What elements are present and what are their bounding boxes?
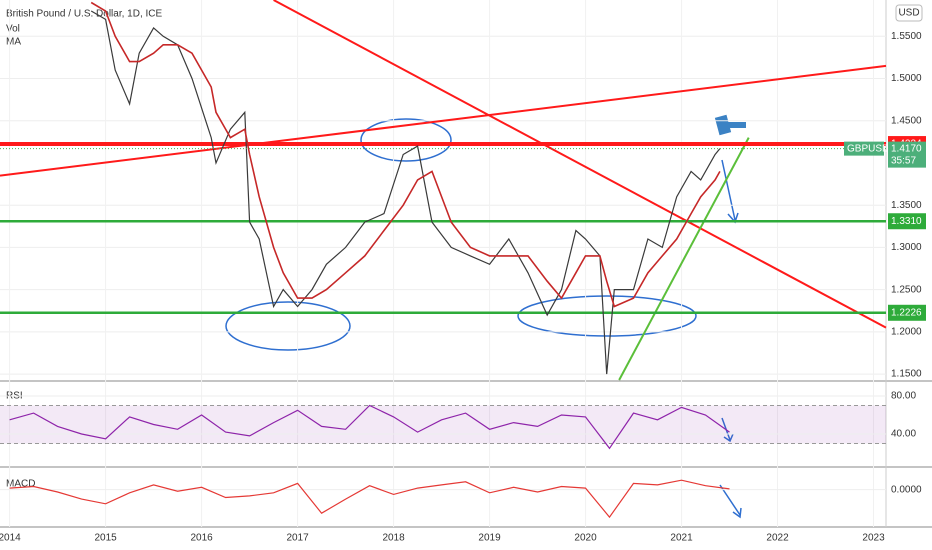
x-tick-label: 2016 (190, 533, 213, 544)
y-tick-label: 1.2000 (891, 327, 922, 338)
ellipse (225, 301, 351, 351)
price-tag-label: 1.4170 (891, 143, 922, 154)
x-tick-label: 2021 (670, 533, 693, 544)
x-tick-label: 2018 (382, 533, 405, 544)
y-tick-label: 1.2500 (891, 284, 922, 295)
trendline (0, 64, 887, 177)
series-line (9, 479, 730, 519)
y-tick-label: 1.5500 (891, 31, 922, 42)
level-tag (888, 304, 926, 321)
x-tick-label: 2023 (862, 533, 885, 544)
panel-title: MACD (6, 479, 35, 490)
rsi-band (0, 405, 886, 444)
y-tick-label: 1.4500 (891, 115, 922, 126)
x-tick-label: 2014 (0, 533, 21, 544)
y-tick-label: 1.3500 (891, 200, 922, 211)
icon (728, 122, 746, 128)
price-tag-countdown: 35:57 (891, 155, 916, 166)
ellipse (517, 295, 697, 337)
y-tick-label: 40.00 (891, 429, 916, 440)
y-tick-label: 1.3000 (891, 242, 922, 253)
x-tick-label: 2019 (478, 533, 501, 544)
y-tick-label: 0.0000 (891, 484, 922, 495)
legend-entry: MA (6, 37, 21, 48)
chart-title: British Pound / U.S. Dollar, 1D, ICE (6, 9, 163, 20)
x-tick-label: 2017 (286, 533, 309, 544)
series-line (9, 404, 730, 450)
icon (714, 114, 732, 136)
currency: USD (898, 8, 919, 19)
price-tag-name: GBPUSD (847, 143, 889, 154)
level-label: 1.2226 (891, 307, 922, 318)
level-tag (888, 213, 926, 230)
y-tick-label: 1.1500 (891, 369, 922, 380)
x-tick-label: 2020 (574, 533, 597, 544)
series-line (90, 10, 721, 375)
trendline (273, 0, 887, 329)
trendline (618, 137, 750, 381)
currency-box[interactable] (895, 4, 923, 22)
price-tag (888, 141, 926, 168)
y-tick-label: 80.00 (891, 391, 916, 402)
series-line (90, 1, 721, 308)
x-tick-label: 2015 (94, 533, 117, 544)
legend-entry: Vol (6, 24, 20, 35)
ellipse (360, 118, 452, 162)
x-tick-label: 2022 (766, 533, 789, 544)
y-tick-label: 1.5000 (891, 73, 922, 84)
level-label: 1.3310 (891, 216, 922, 227)
price-tag (844, 141, 884, 156)
